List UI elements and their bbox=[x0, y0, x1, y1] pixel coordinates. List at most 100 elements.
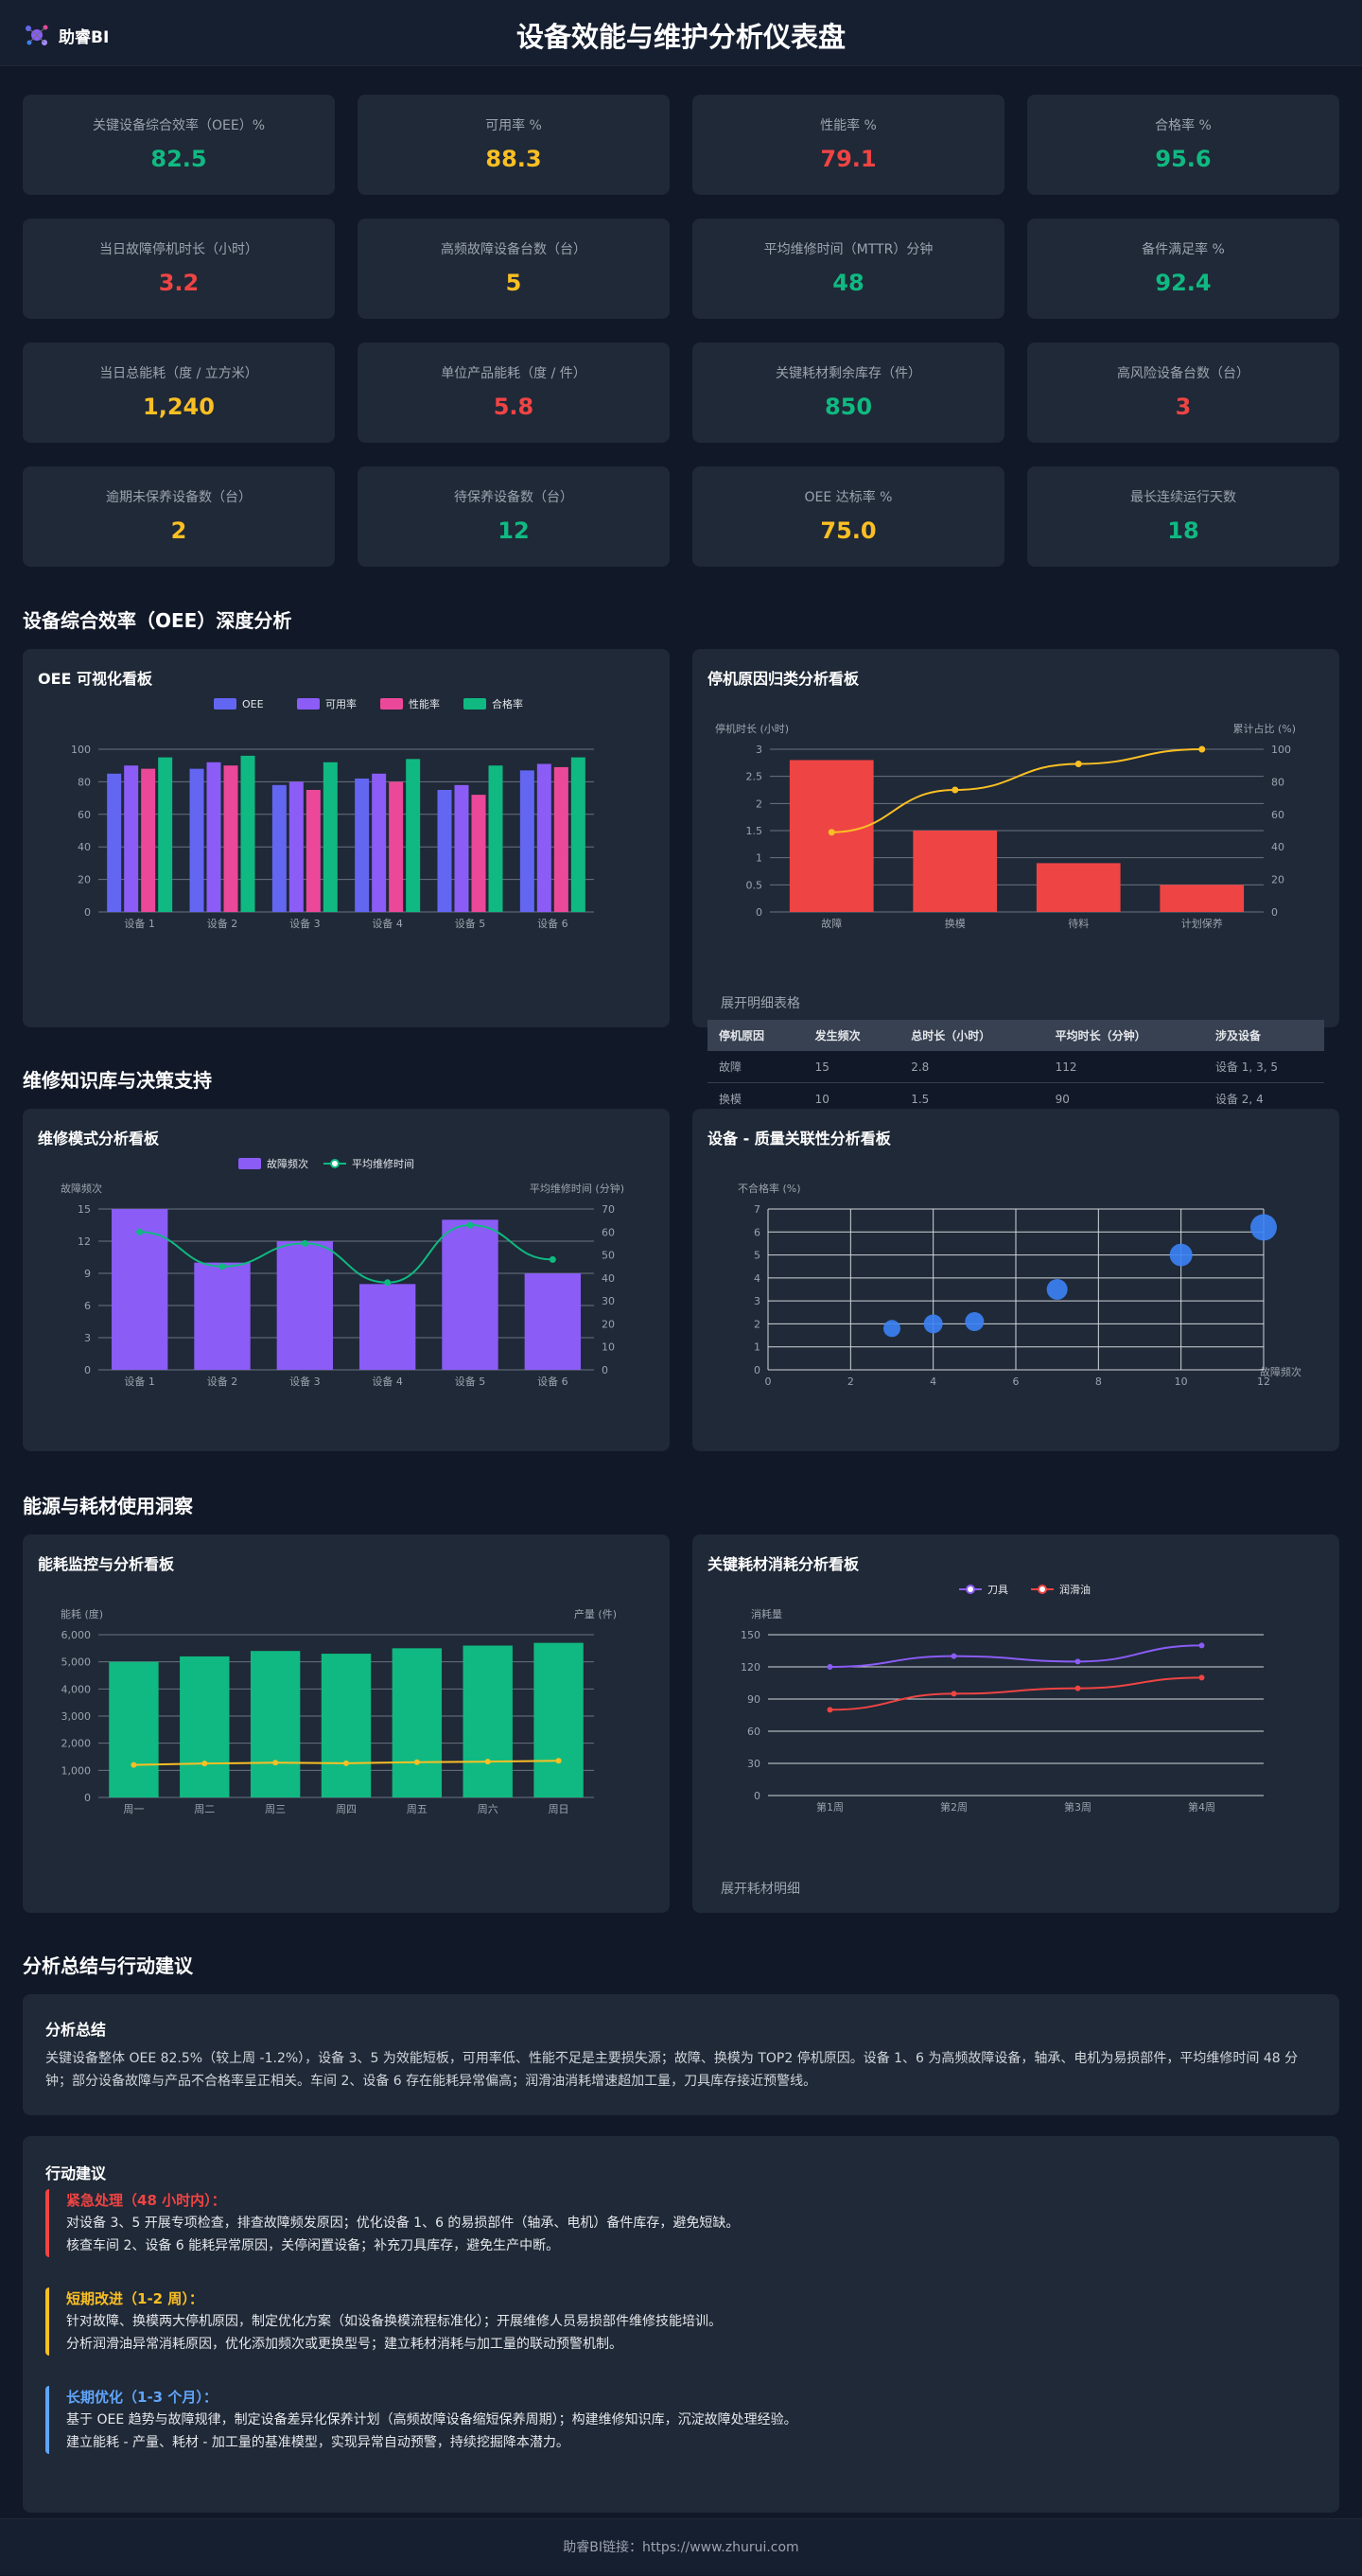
x-tick-label: 第3周 bbox=[1064, 1800, 1091, 1814]
x-tick-label: 2 bbox=[847, 1376, 854, 1388]
panel-energy: 能耗监控与分析看板 能耗 (度) 产量 (件) 0 1,000 2,000 3,000 4,… bbox=[23, 1534, 670, 1913]
kpi-card[interactable]: 单位产品能耗（度 / 件） 5.8 bbox=[358, 342, 670, 443]
y-tick-label: 2.5 bbox=[746, 771, 763, 783]
kpi-value: 88.3 bbox=[485, 146, 542, 172]
downtime-chart: 停机时长 (小时) 累计占比 (%) 0 0.5 1 1.5 2 2.5 3 0 20 40 60 80 1… bbox=[715, 722, 1296, 930]
kpi-label: 关键耗材剩余库存（件） bbox=[776, 366, 921, 381]
y-tick-label: 1.5 bbox=[746, 825, 763, 837]
bar bbox=[355, 778, 370, 912]
y-tick-label: 6,000 bbox=[61, 1629, 92, 1641]
bar bbox=[519, 770, 534, 912]
bar bbox=[913, 831, 998, 912]
y2-tick-label: 100 bbox=[1271, 744, 1291, 756]
energy-chart: 能耗 (度) 产量 (件) 0 1,000 2,000 3,000 4,000 5,000 6,… bbox=[61, 1607, 617, 1815]
expand-consumable-detail[interactable]: 展开耗材明细 bbox=[721, 1882, 800, 1897]
y2-tick-label: 80 bbox=[1271, 776, 1284, 788]
line-point bbox=[466, 1221, 474, 1229]
y-tick-label: 30 bbox=[747, 1758, 760, 1770]
x-tick-label: 设备 6 bbox=[537, 1375, 568, 1388]
y-tick-label: 60 bbox=[747, 1726, 760, 1738]
kpi-card[interactable]: 合格率 % 95.6 bbox=[1027, 95, 1339, 195]
logo-text: 助睿BI bbox=[59, 27, 110, 47]
summary-card: 分析总结 关键设备整体 OEE 82.5%（较上周 -1.2%），设备 3、5 … bbox=[23, 1994, 1339, 2115]
y2-tick-label: 60 bbox=[602, 1226, 615, 1238]
kpi-card[interactable]: 平均维修时间（MTTR）分钟 48 bbox=[692, 219, 1004, 319]
repair-chart: 故障频次 平均维修时间 (分钟)03691215010203040506070设备… bbox=[61, 1157, 624, 1388]
action-line: 核查车间 2、设备 6 能耗异常原因，关停闲置设备；补充刀具库存，避免生产中断。 bbox=[66, 2238, 560, 2253]
footer[interactable]: 助睿BI链接：https://www.zhurui.com bbox=[0, 2518, 1362, 2575]
bar bbox=[406, 759, 421, 912]
bar bbox=[524, 1273, 582, 1370]
kpi-card[interactable]: 备件满足率 % 92.4 bbox=[1027, 219, 1339, 319]
panel-downtime: 停机原因归类分析看板 停机时长 (小时) 累计占比 (%) 0 0.5 1 1.5 2 2.5… bbox=[692, 649, 1339, 1027]
kpi-label: 平均维修时间（MTTR）分钟 bbox=[763, 242, 934, 257]
bar bbox=[109, 1661, 159, 1797]
kpi-label: 合格率 % bbox=[1155, 118, 1212, 133]
kpi-card[interactable]: 逾期未保养设备数（台） 2 bbox=[23, 466, 335, 567]
logo[interactable]: 助睿BI bbox=[23, 21, 109, 49]
kpi-card[interactable]: 关键设备综合效率（OEE）% 82.5 bbox=[23, 95, 335, 195]
table-header-cell: 涉及设备 bbox=[1203, 1020, 1324, 1051]
x-tick-label: 第4周 bbox=[1188, 1800, 1215, 1814]
table-cell: 15 bbox=[803, 1051, 900, 1083]
table-row[interactable]: 故障 15 2.8 112 设备 1, 3, 5 bbox=[707, 1051, 1324, 1083]
y2-tick-label: 30 bbox=[602, 1295, 615, 1307]
bar bbox=[240, 755, 255, 912]
panel-quality: 设备 - 质量关联性分析看板 不合格率 (%) 故障频次 0 1 2 3 4 5 6 7 0 2 4 6 8… bbox=[692, 1109, 1339, 1451]
y2-tick-label: 20 bbox=[1271, 874, 1284, 886]
y-tick-label: 20 bbox=[78, 874, 91, 886]
kpi-value: 79.1 bbox=[820, 146, 877, 172]
y-tick-label: 0 bbox=[84, 906, 91, 919]
kpi-value: 3 bbox=[1175, 394, 1192, 420]
y-axis-title: 能耗 (度) bbox=[61, 1607, 103, 1621]
kpi-label: 高风险设备台数（台） bbox=[1117, 366, 1249, 381]
line-point bbox=[1198, 1674, 1205, 1681]
kpi-card[interactable]: 最长连续运行天数 18 bbox=[1027, 466, 1339, 567]
y-tick-label: 1,000 bbox=[61, 1764, 92, 1777]
bar bbox=[471, 795, 486, 912]
kpi-card[interactable]: 高风险设备台数（台） 3 bbox=[1027, 342, 1339, 443]
kpi-value: 48 bbox=[832, 270, 864, 296]
kpi-value: 95.6 bbox=[1155, 146, 1212, 172]
kpi-card[interactable]: 待保养设备数（台） 12 bbox=[358, 466, 670, 567]
bar bbox=[323, 762, 338, 912]
action-item: 紧急处理（48 小时内）： 对设备 3、5 开展专项检查，排查故障频发原因；优化设… bbox=[45, 2189, 1317, 2257]
action-line: 建立能耗 - 产量、耗材 - 加工量的基准模型，实现异常自动预警，持续挖掘降本潜… bbox=[66, 2435, 569, 2450]
line-point bbox=[1198, 745, 1206, 753]
section-title-knowledge: 维修知识库与决策支持 bbox=[23, 1069, 212, 1092]
kpi-card[interactable]: 高频故障设备台数（台） 5 bbox=[358, 219, 670, 319]
kpi-card[interactable]: 可用率 % 88.3 bbox=[358, 95, 670, 195]
y-tick-label: 1 bbox=[756, 852, 762, 865]
page-title: 设备效能与维护分析仪表盘 bbox=[515, 21, 846, 53]
legend-swatch bbox=[238, 1158, 261, 1169]
kpi-card[interactable]: OEE 达标率 % 75.0 bbox=[692, 466, 1004, 567]
kpi-label: 最长连续运行天数 bbox=[1130, 490, 1236, 505]
kpi-card[interactable]: 性能率 % 79.1 bbox=[692, 95, 1004, 195]
action-heading: 紧急处理（48 小时内）： bbox=[66, 2192, 226, 2209]
expand-downtime-table[interactable]: 展开明细表格 bbox=[721, 996, 800, 1011]
y-tick-label: 3 bbox=[84, 1332, 91, 1344]
y-axis-title: 不合格率 (%) bbox=[738, 1182, 801, 1195]
kpi-label: 性能率 % bbox=[820, 118, 877, 133]
legend-marker bbox=[330, 1159, 340, 1168]
x-tick-label: 设备 2 bbox=[207, 917, 238, 930]
bar bbox=[570, 757, 585, 912]
y2-axis-title: 产量 (件) bbox=[574, 1607, 617, 1621]
kpi-card[interactable]: 关键耗材剩余库存（件） 850 bbox=[692, 342, 1004, 443]
panel-title-oee: OEE 可视化看板 bbox=[38, 670, 153, 688]
table-cell: 设备 1, 3, 5 bbox=[1203, 1051, 1324, 1083]
kpi-value: 5 bbox=[505, 270, 522, 296]
bar bbox=[553, 766, 568, 912]
y-axis-title: 消耗量 bbox=[751, 1607, 782, 1621]
kpi-value: 850 bbox=[824, 394, 873, 420]
bar bbox=[1160, 885, 1245, 912]
kpi-card[interactable]: 当日总能耗（度 / 立方米） 1,240 bbox=[23, 342, 335, 443]
x-tick-label: 设备 3 bbox=[289, 917, 321, 930]
bar bbox=[442, 1219, 498, 1370]
legend-label: 平均维修时间 bbox=[352, 1157, 414, 1170]
kpi-card[interactable]: 当日故障停机时长（小时） 3.2 bbox=[23, 219, 335, 319]
downtime-detail-table: 停机原因 发生频次 总时长（小时） 平均时长（分钟） 涉及设备 故障 15 2.8 112 设备… bbox=[707, 1020, 1324, 1115]
action-line: 分析润滑油异常消耗原因，优化添加频次或更换型号；建立耗材消耗与加工量的联动预警机… bbox=[66, 2337, 622, 2352]
line-point bbox=[827, 1707, 833, 1713]
bar bbox=[124, 765, 139, 912]
